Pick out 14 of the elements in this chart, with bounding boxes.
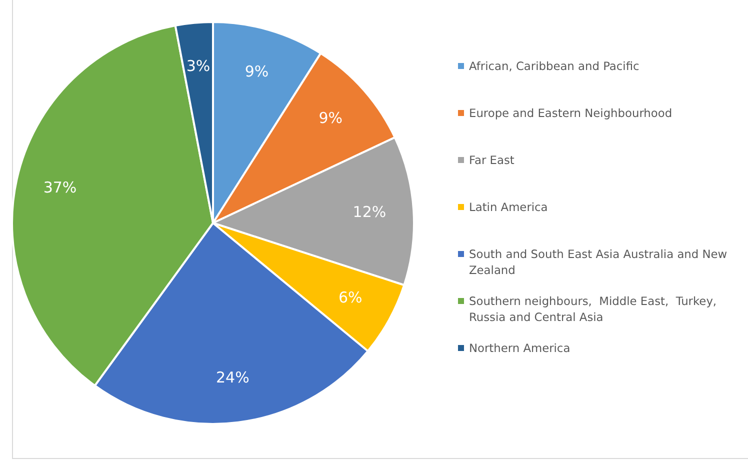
data-label: 9% [244,62,269,80]
data-label: 12% [352,203,386,222]
legend-label: Far East [469,152,514,168]
legend-label: African, Caribbean and Pacific [469,58,640,74]
data-label: 37% [43,178,77,197]
legend-label: Northern America [469,340,570,356]
legend-label: Southern neighbours, Middle East, Turkey, Russia and Central Asia [469,293,718,325]
legend-label: Latin America [469,199,548,215]
data-label: 6% [338,288,362,306]
data-label: 24% [216,368,250,386]
legend-label: South and South East Asia Australia and New Zealand [469,246,728,278]
legend-label: Europe and Eastern Neighbourhood [469,105,672,121]
data-label: 3% [186,56,210,75]
data-label: 9% [318,109,342,128]
